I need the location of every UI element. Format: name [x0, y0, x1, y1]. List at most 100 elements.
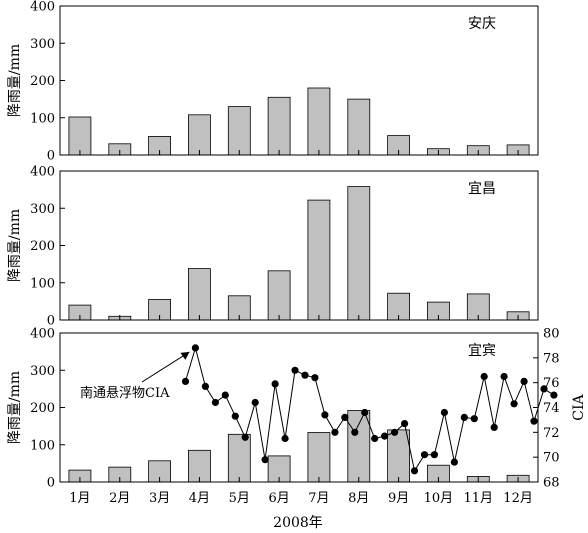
cia-point	[351, 428, 359, 436]
cia-point	[410, 467, 419, 475]
cia-point	[490, 423, 498, 431]
cia-point	[430, 451, 438, 459]
y2-tick-label: 80	[543, 327, 560, 342]
cia-point	[321, 411, 329, 419]
plot-frame	[59, 170, 539, 321]
cia-point	[331, 428, 339, 436]
cia-point	[381, 432, 389, 440]
y-tick-label: 100	[30, 438, 55, 453]
cia-point	[550, 391, 558, 399]
y-tick-label: 0	[47, 476, 55, 491]
station-label: 宜昌	[468, 181, 496, 197]
y-axis-title: 降雨量/mm	[7, 44, 23, 117]
panels-group: 0 100 200 300 400 降雨量/mm 安庆 0 100 200 300 400 降雨量/mm…	[7, 0, 587, 506]
cia-point	[231, 412, 239, 420]
bar	[187, 114, 211, 156]
y2-tick-label: 68	[543, 476, 560, 491]
bar	[347, 98, 371, 156]
bar	[347, 410, 371, 483]
cia-point	[281, 434, 289, 443]
y-tick-label: 400	[30, 165, 55, 180]
plot-frame	[59, 332, 539, 483]
y-tick-label: 300	[30, 202, 55, 217]
y-tick-label: 200	[30, 401, 55, 416]
bar	[227, 433, 251, 483]
x-tick-label: 9月	[388, 491, 409, 506]
y-tick-label: 300	[30, 364, 55, 379]
cia-point	[540, 385, 548, 393]
x-axis-title: 2008年	[273, 515, 323, 531]
cia-point	[291, 366, 299, 374]
cia-point	[311, 374, 319, 382]
cia-point	[201, 382, 209, 390]
cia-annotation: 南通悬浮物CIA	[80, 385, 170, 401]
bar	[267, 270, 291, 321]
y2-tick-label: 72	[543, 426, 560, 441]
cia-point	[480, 372, 488, 381]
cia-point	[450, 458, 458, 466]
cia-point	[530, 417, 538, 425]
cia-point	[510, 400, 518, 408]
cia-point	[470, 415, 478, 423]
bar	[68, 116, 92, 156]
y-axis-title: 降雨量/mm	[7, 209, 23, 282]
y-tick-label: 100	[30, 276, 55, 291]
cia-point	[391, 428, 399, 436]
y-tick-label: 0	[47, 314, 55, 329]
bar	[227, 106, 251, 156]
y-tick-label: 400	[30, 0, 55, 15]
x-tick-label: 1月	[69, 491, 90, 506]
x-tick-label: 10月	[424, 491, 454, 506]
x-tick-label: 12月	[503, 491, 533, 506]
cia-point	[401, 420, 409, 428]
panel-2: 0 100 200 300 400 降雨量/mm 宜昌	[7, 165, 539, 329]
cia-point	[261, 456, 269, 464]
x-tick-label: 8月	[348, 491, 369, 506]
y-tick-label: 200	[30, 239, 55, 254]
x-tick-label: 11月	[463, 491, 493, 506]
cia-point	[211, 398, 219, 407]
cia-point	[241, 433, 249, 441]
bar	[307, 199, 331, 321]
bar	[347, 186, 371, 321]
plot-frame	[59, 5, 539, 156]
cia-point	[341, 413, 349, 421]
cia-point	[440, 408, 448, 417]
y2-tick-label: 78	[543, 351, 560, 366]
cia-point	[361, 408, 369, 417]
cia-point	[371, 434, 379, 443]
cia-point	[301, 371, 309, 379]
y-axis-title: 降雨量/mm	[7, 371, 23, 444]
cia-point	[191, 344, 199, 352]
cia-point	[221, 391, 229, 399]
cia-point	[420, 451, 429, 459]
cia-point	[181, 377, 190, 385]
station-label: 宜宾	[468, 343, 496, 359]
bar	[307, 87, 331, 156]
x-tick-label: 2月	[109, 491, 130, 506]
bar	[187, 268, 211, 321]
cia-point	[460, 413, 468, 421]
y2-tick-label: 70	[543, 451, 560, 466]
panel-1: 0 100 200 300 400 降雨量/mm 安庆	[7, 0, 539, 164]
y-tick-label: 100	[30, 111, 55, 126]
y-tick-label: 0	[47, 149, 55, 164]
cia-point	[520, 377, 528, 385]
bar	[307, 432, 331, 483]
x-tick-label: 7月	[308, 491, 329, 506]
cia-series-line	[185, 346, 555, 473]
annotation-arrow-line	[141, 351, 190, 383]
x-tick-label: 3月	[149, 491, 170, 506]
y-tick-label: 200	[30, 74, 55, 89]
annotation-arrow-head	[180, 351, 190, 360]
x-tick-label: 5月	[229, 491, 250, 506]
bar	[387, 429, 411, 483]
y-tick-label: 300	[30, 37, 55, 52]
station-label: 安庆	[468, 16, 496, 32]
cia-point	[271, 380, 279, 388]
cia-point	[251, 398, 259, 407]
x-tick-label: 6月	[268, 491, 289, 506]
y-tick-label: 400	[30, 327, 55, 342]
cia-point	[500, 372, 508, 381]
